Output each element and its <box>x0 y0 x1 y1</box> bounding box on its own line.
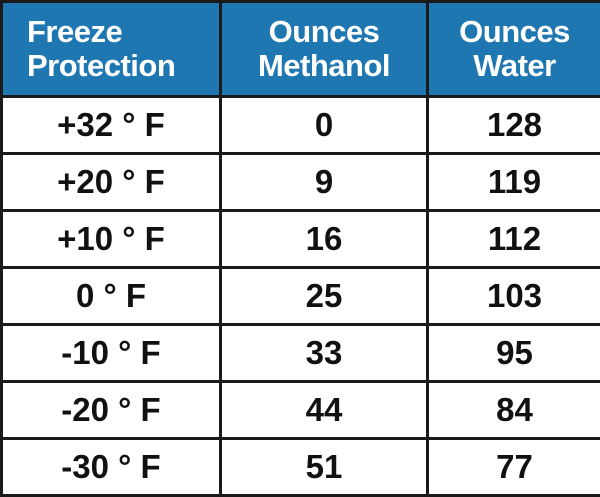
water-oz-cell: 119 <box>428 154 600 211</box>
freeze-temp-cell: +32 ° F <box>2 97 221 154</box>
water-oz-cell: 112 <box>428 211 600 268</box>
freeze-temp-cell: +20 ° F <box>2 154 221 211</box>
methanol-oz-cell: 0 <box>221 97 428 154</box>
water-oz-cell: 95 <box>428 325 600 382</box>
header-line: Methanol <box>258 48 390 83</box>
methanol-oz-cell: 44 <box>221 382 428 439</box>
water-oz-cell: 103 <box>428 268 600 325</box>
freeze-temp-cell: -20 ° F <box>2 382 221 439</box>
methanol-oz-cell: 33 <box>221 325 428 382</box>
freeze-temp-cell: -10 ° F <box>2 325 221 382</box>
header-line: Ounces <box>269 14 380 49</box>
freeze-temp-cell: 0 ° F <box>2 268 221 325</box>
water-oz-cell: 77 <box>428 439 600 496</box>
methanol-oz-cell: 16 <box>221 211 428 268</box>
freeze-temp-cell: +10 ° F <box>2 211 221 268</box>
water-oz-cell: 84 <box>428 382 600 439</box>
header-line: Protection <box>27 48 175 83</box>
water-oz-cell: 128 <box>428 97 600 154</box>
header-line: Water <box>473 48 555 83</box>
methanol-oz-cell: 9 <box>221 154 428 211</box>
header-line: Ounces <box>459 14 570 49</box>
header-line: Freeze <box>27 14 122 49</box>
methanol-oz-cell: 51 <box>221 439 428 496</box>
freeze-temp-cell: -30 ° F <box>2 439 221 496</box>
methanol-oz-cell: 25 <box>221 268 428 325</box>
